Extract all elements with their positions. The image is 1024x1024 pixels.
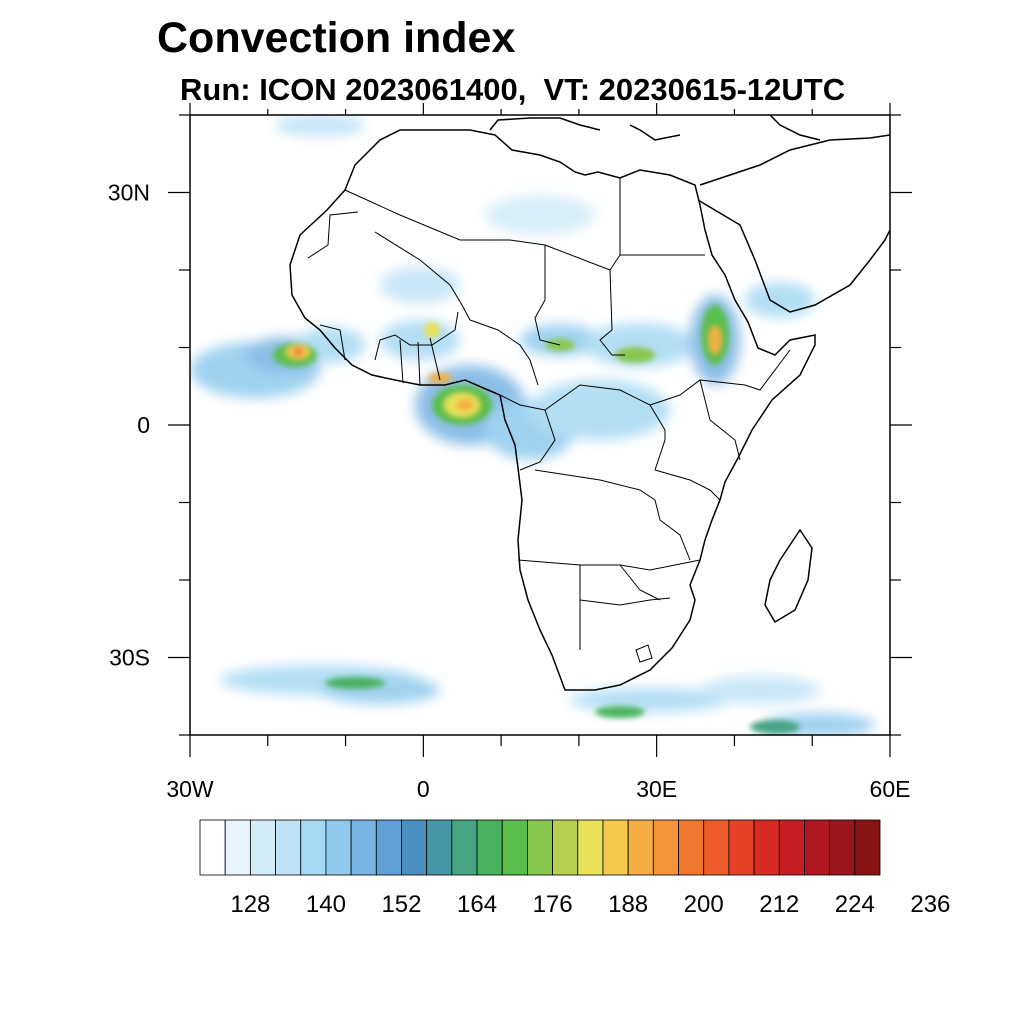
colorbar-labels: 128 140 152 164 176 188 200 212 224 236 [230, 891, 950, 918]
colorbar-swatch [753, 819, 780, 876]
y-tick-label: 0 [137, 412, 150, 438]
x-tick-label: 30W [166, 776, 214, 802]
y-tick-label: 30N [108, 180, 150, 206]
colorbar-label: 200 [684, 891, 724, 918]
colorbar-swatch [678, 819, 705, 876]
colorbar-label: 236 [910, 891, 950, 918]
colorbar-swatch [451, 819, 478, 876]
colorbar-swatch [401, 819, 428, 876]
colorbar-swatch [426, 819, 453, 876]
colorbar [199, 819, 881, 876]
colorbar-swatch [602, 819, 629, 876]
colorbar-swatch [476, 819, 503, 876]
colorbar-swatch [627, 819, 654, 876]
colorbar-label: 152 [381, 891, 421, 918]
colorbar-swatch [275, 819, 302, 876]
colorbar-swatch [854, 819, 881, 876]
x-tick-label: 60E [870, 776, 911, 802]
y-tick-label: 30S [109, 645, 150, 671]
chart-subtitle: Run: ICON 2023061400, VT: 20230615-12UTC [180, 72, 846, 107]
colorbar-label: 164 [457, 891, 497, 918]
colorbar-swatch [552, 819, 579, 876]
colorbar-label: 140 [306, 891, 346, 918]
colorbar-swatch [829, 819, 856, 876]
convection-field [190, 115, 875, 735]
colorbar-swatch [249, 819, 276, 876]
colorbar-label: 188 [608, 891, 648, 918]
x-tick-label: 0 [417, 776, 430, 802]
colorbar-swatch [577, 819, 604, 876]
colorbar-label: 176 [533, 891, 573, 918]
colorbar-swatch [804, 819, 831, 876]
colorbar-label: 212 [759, 891, 799, 918]
colorbar-swatch [224, 819, 251, 876]
colorbar-swatch [350, 819, 377, 876]
colorbar-label: 224 [835, 891, 875, 918]
axis-tick-labels: 30W 0 30E 60E 30N 0 30S [108, 180, 911, 803]
colorbar-swatch [703, 819, 730, 876]
colorbar-swatch [199, 819, 226, 876]
colorbar-swatch [325, 819, 352, 876]
axis-ticks [168, 103, 912, 757]
country-borders [307, 178, 791, 663]
colorbar-swatch [728, 819, 755, 876]
x-tick-label: 30E [636, 776, 677, 802]
colorbar-swatch [652, 819, 679, 876]
colorbar-label: 128 [230, 891, 270, 918]
colorbar-swatch [527, 819, 553, 876]
colorbar-swatch [778, 819, 805, 876]
colorbar-swatch [300, 819, 327, 876]
chart-title: Convection index [157, 14, 516, 62]
colorbar-swatch [375, 819, 402, 876]
coastlines [289, 115, 890, 691]
colorbar-swatch [501, 819, 528, 876]
